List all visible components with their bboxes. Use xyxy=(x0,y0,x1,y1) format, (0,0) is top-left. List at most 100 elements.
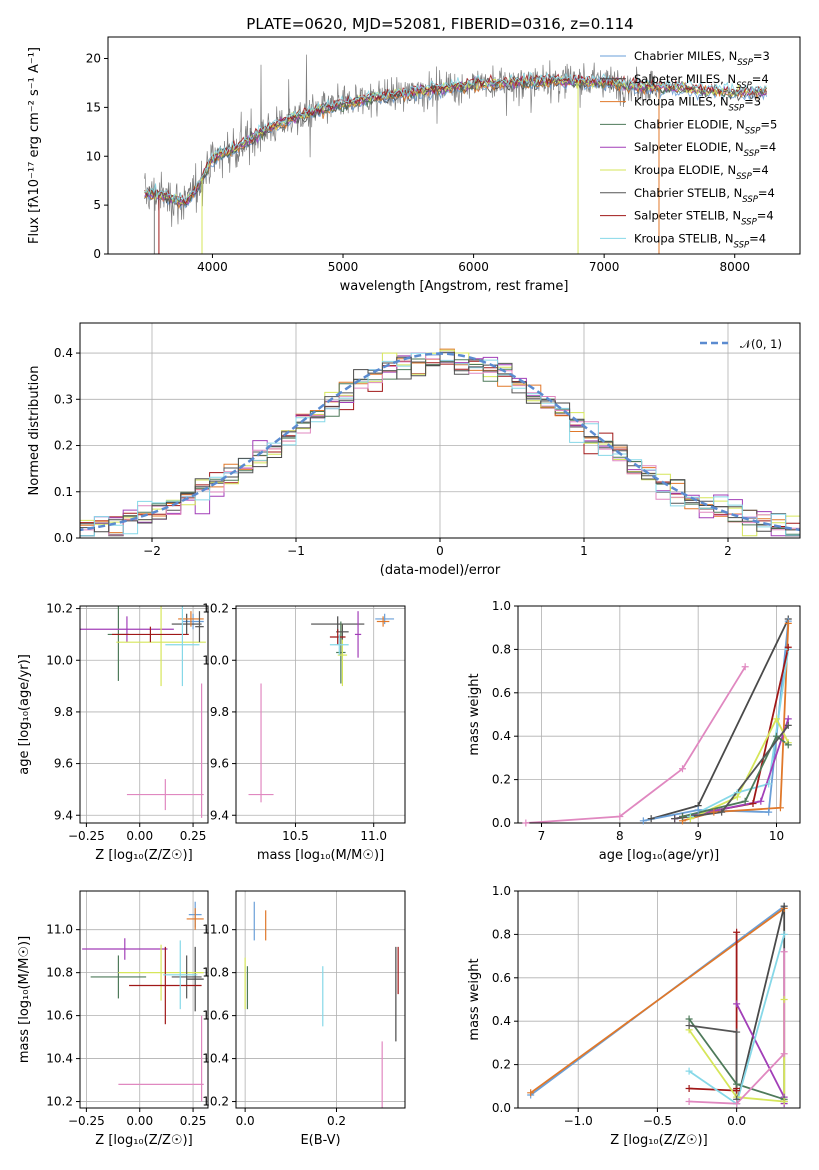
x-axis-label: age [log₁₀(age/yr)] xyxy=(599,848,720,863)
weight-marker xyxy=(671,815,679,823)
weight-line xyxy=(682,623,790,822)
legend-value: =4 xyxy=(752,72,769,86)
legend-subscript: SSP xyxy=(745,126,761,136)
panel-mass_weight_vs_age: 7 8 9 10 0.0 0.2 0.4 0.6 0.8 1.0 age [log₁₀(age/yr… xyxy=(467,599,801,863)
weight-marker xyxy=(527,1089,535,1097)
grid-age_vs_mass xyxy=(236,606,405,823)
y-tick-label: 9.6 xyxy=(210,757,229,771)
y-tick-label: 15 xyxy=(86,100,101,114)
x-tick-label: 10.5 xyxy=(282,829,309,843)
weight-marker xyxy=(685,1015,693,1023)
weight-marker xyxy=(710,808,718,816)
x-axis-label: Z [log₁₀(Z/Z☉)] xyxy=(95,1133,192,1148)
plot-area-mass_vs_ebv xyxy=(244,901,399,1108)
residuals-legend: 𝒩(0, 1) xyxy=(700,337,782,351)
y-tick-label: 11.0 xyxy=(46,923,73,937)
x-tick-label: 9 xyxy=(694,829,702,843)
plot-area-age_vs_mass xyxy=(248,611,395,803)
y-tick-label: 0.2 xyxy=(492,1058,511,1072)
y-tick-label: 0.6 xyxy=(492,686,511,700)
panel-age_vs_z: −0.25 0.00 0.25 9.4 9.6 9.8 10.0 10.2 Z [log₁₀(Z… xyxy=(17,602,209,863)
legend-label: 𝒩(0, 1) xyxy=(740,337,782,351)
weight-marker xyxy=(694,806,702,814)
legend-subscript: SSP xyxy=(736,81,752,91)
legend-subscript: SSP xyxy=(742,195,758,205)
weight-marker xyxy=(765,808,773,816)
plot-area-spectrum xyxy=(144,54,768,254)
y-tick-label: 10.0 xyxy=(46,653,73,667)
panel-age_vs_mass: 10.5 11.0 9.4 9.6 9.8 10.0 10.2 mass [log₁₀(M/M… xyxy=(202,602,406,863)
x-tick-label: −1 xyxy=(287,544,305,558)
legend-value: =4 xyxy=(758,186,775,200)
y-tick-label: 10.2 xyxy=(46,602,73,616)
weight-marker xyxy=(679,812,686,820)
legend-subscript: SSP xyxy=(741,218,757,228)
weight-marker xyxy=(757,797,765,805)
weight-marker xyxy=(685,1084,693,1092)
x-tick-label: −2 xyxy=(143,544,161,558)
x-tick-label: 8000 xyxy=(719,260,750,274)
legend-subscript: SSP xyxy=(729,104,745,114)
weight-marker xyxy=(685,1067,693,1075)
x-tick-label: 10 xyxy=(769,829,784,843)
weight-marker xyxy=(685,1097,693,1105)
y-tick-label: 1.0 xyxy=(492,884,511,898)
axes-frame xyxy=(107,36,801,255)
y-tick-label: 10.8 xyxy=(46,966,73,980)
weight-marker xyxy=(776,804,784,812)
y-tick-label: 10.2 xyxy=(202,1095,229,1109)
legend-value: =3 xyxy=(753,49,770,63)
y-tick-label: 10.6 xyxy=(202,1009,229,1023)
y-tick-label: 0.0 xyxy=(54,531,73,545)
weight-marker xyxy=(679,765,686,773)
weight-marker xyxy=(733,1100,741,1108)
legend-subscript: SSP xyxy=(736,172,752,182)
weight-marker xyxy=(773,715,780,723)
legend-subscript: SSP xyxy=(737,58,753,68)
x-tick-label: −0.25 xyxy=(68,1114,105,1128)
y-tick-label: 9.6 xyxy=(54,757,73,771)
axes-frame xyxy=(79,605,209,824)
y-tick-label: 10.4 xyxy=(46,1052,73,1066)
y-tick-label: 9.8 xyxy=(54,705,73,719)
x-axis-label: mass [log₁₀(M/M☉)] xyxy=(257,848,384,863)
y-tick-label: 0.8 xyxy=(492,642,511,656)
axes-frame xyxy=(517,890,801,1109)
x-tick-label: −0.5 xyxy=(643,1114,672,1128)
y-tick-label: 20 xyxy=(86,52,101,66)
legend-value: =4 xyxy=(759,140,776,154)
y-axis-label: age [log₁₀(age/yr)] xyxy=(17,654,32,775)
y-axis-label: Flux [fλ10⁻¹⁷ erg cm⁻² s⁻¹ A⁻¹] xyxy=(27,47,42,244)
legend-subscript: SSP xyxy=(744,149,760,159)
axes-frame xyxy=(235,890,406,1109)
panel-mass_vs_z: −0.25 0.00 0.25 10.2 10.4 10.6 10.8 11.0 Z [log₁… xyxy=(17,890,209,1148)
x-tick-label: 0.25 xyxy=(180,829,207,843)
legend-value: =3 xyxy=(744,95,761,109)
y-tick-label: 0.4 xyxy=(54,346,73,360)
legend-subscript: SSP xyxy=(734,240,750,250)
figure-title: PLATE=0620, MJD=52081, FIBERID=0316, z=0… xyxy=(246,15,633,33)
y-tick-label: 10.2 xyxy=(202,602,229,616)
y-tick-label: 0.4 xyxy=(492,1014,511,1028)
y-tick-label: 0 xyxy=(93,247,101,261)
weight-marker xyxy=(522,819,530,827)
y-tick-label: 10.8 xyxy=(202,966,229,980)
y-tick-label: 9.8 xyxy=(210,705,229,719)
y-tick-label: 0.6 xyxy=(492,971,511,985)
y-tick-label: 10.6 xyxy=(46,1009,73,1023)
weight-marker xyxy=(639,817,647,825)
x-tick-label: 8 xyxy=(616,829,624,843)
weight-marker xyxy=(784,715,792,723)
y-axis-label: mass [log₁₀(M/M☉)] xyxy=(17,936,32,1063)
histogram-salpeter_miles xyxy=(80,351,800,537)
plot-area-mass_weight_vs_z xyxy=(530,905,786,1106)
panel-mass_weight_vs_z: −1.0 −0.5 0.0 0.0 0.2 0.4 0.6 0.8 1.0 Z [log₁₀(Z/… xyxy=(467,884,801,1148)
weight-line xyxy=(689,932,738,1092)
x-tick-label: −0.25 xyxy=(68,829,105,843)
x-tick-label: 0.00 xyxy=(126,829,153,843)
x-axis-label: Z [log₁₀(Z/Z☉)] xyxy=(610,1133,707,1148)
weight-line xyxy=(525,666,746,823)
x-axis-label: Z [log₁₀(Z/Z☉)] xyxy=(95,848,192,863)
